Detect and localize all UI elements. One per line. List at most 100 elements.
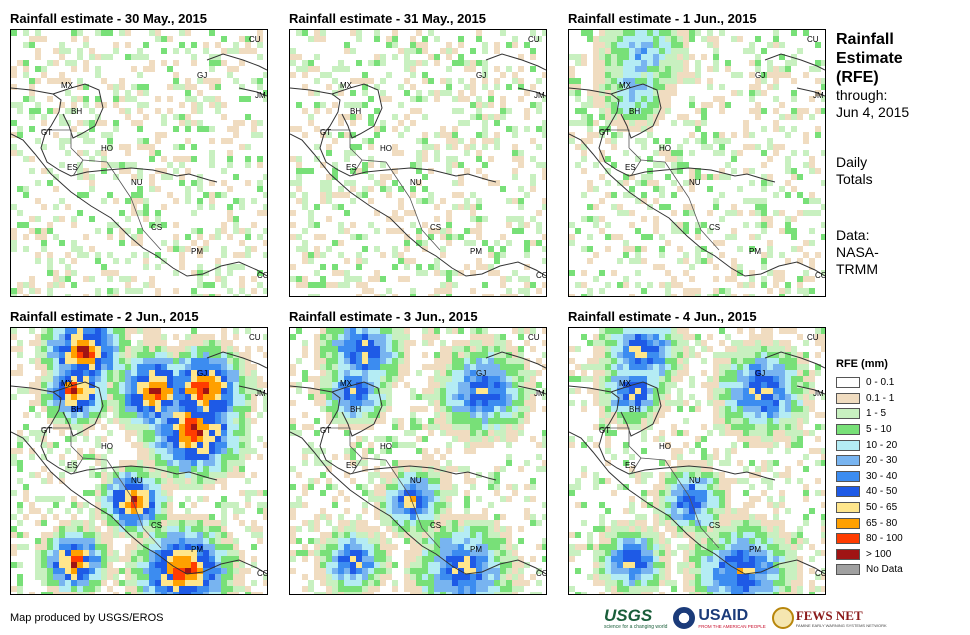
legend-swatch xyxy=(836,548,860,560)
legend-item: 50 - 65 xyxy=(836,500,966,516)
country-borders xyxy=(320,129,441,251)
country-label: GJ xyxy=(197,369,207,378)
panel-title: Rainfall estimate - 3 Jun., 2015 xyxy=(289,309,478,324)
country-label: MX xyxy=(340,81,353,90)
legend-item: 20 - 30 xyxy=(836,453,966,469)
sidebar-title-line: Estimate xyxy=(836,50,903,67)
legend-title: RFE (mm) xyxy=(836,358,888,370)
credit-text: Map produced by USGS/EROS xyxy=(10,612,164,624)
legend-label: 20 - 30 xyxy=(866,455,898,467)
legend-item: 1 - 5 xyxy=(836,406,966,422)
country-borders xyxy=(41,427,162,549)
country-label: CU xyxy=(807,333,819,342)
country-label: NU xyxy=(689,178,701,187)
country-label: GJ xyxy=(476,71,486,80)
rainfall-map: MX BH GT HO ES NU CS PM CU GJ JM CO xyxy=(11,30,267,296)
country-label: GJ xyxy=(755,71,765,80)
sidebar-title-line: Rainfall xyxy=(836,31,894,48)
legend-item: 80 - 100 xyxy=(836,531,966,547)
coastline xyxy=(569,351,825,575)
panel-title: Rainfall estimate - 1 Jun., 2015 xyxy=(568,11,757,26)
map-frame: MX BH GT HO ES NU CS PM CU GJ JM CO xyxy=(289,327,547,595)
country-label: NU xyxy=(410,178,422,187)
country-label: GJ xyxy=(476,369,486,378)
country-label: ES xyxy=(346,461,357,470)
country-label: CU xyxy=(807,35,819,44)
usaid-logo: USAID FROM THE AMERICAN PEOPLE xyxy=(698,606,765,629)
country-label: GT xyxy=(320,128,331,137)
country-label: ES xyxy=(346,163,357,172)
legend-label: 80 - 100 xyxy=(866,533,903,545)
country-label: GJ xyxy=(197,71,207,80)
panel-title: Rainfall estimate - 30 May., 2015 xyxy=(10,11,208,26)
country-label: BH xyxy=(629,405,640,414)
country-label: ES xyxy=(625,461,636,470)
country-label: MX xyxy=(340,379,353,388)
country-label: NU xyxy=(131,476,143,485)
usgs-logo: USGS science for a changing world xyxy=(604,607,667,630)
country-borders xyxy=(599,129,720,251)
coastline xyxy=(11,351,267,575)
through-date: Jun 4, 2015 xyxy=(836,104,910,120)
sidebar-title-line: (RFE) xyxy=(836,69,879,86)
legend-swatch xyxy=(836,502,860,514)
country-label: MX xyxy=(619,81,632,90)
legend-swatch xyxy=(836,424,860,436)
legend-swatch xyxy=(836,439,860,451)
coastline xyxy=(290,351,546,575)
legend-swatch xyxy=(836,455,860,467)
rain-cells xyxy=(11,30,267,296)
country-label: HO xyxy=(380,442,392,451)
country-label: CO xyxy=(815,271,825,280)
legend-item: 10 - 20 xyxy=(836,437,966,453)
country-label: BH xyxy=(350,405,361,414)
legend-swatch xyxy=(836,408,860,420)
country-label: GJ xyxy=(755,369,765,378)
panel-title: Rainfall estimate - 2 Jun., 2015 xyxy=(10,309,199,324)
country-label: BH xyxy=(629,107,640,116)
sidebar: Rainfall Estimate (RFE) through: Jun 4, … xyxy=(836,30,966,278)
legend-label: 5 - 10 xyxy=(866,424,892,436)
country-label: CO xyxy=(815,569,825,578)
country-label: CU xyxy=(528,333,540,342)
country-label: CS xyxy=(151,521,162,530)
legend-swatch xyxy=(836,377,860,389)
country-label: CU xyxy=(528,35,540,44)
country-label: GT xyxy=(599,128,610,137)
country-label: JM xyxy=(255,91,266,100)
country-label: BH xyxy=(71,107,82,116)
logos: USGS science for a changing world USAID … xyxy=(604,604,887,632)
legend-label: 65 - 80 xyxy=(866,517,898,529)
rain-cells xyxy=(569,30,825,296)
through-label: through: xyxy=(836,87,888,103)
country-label: HO xyxy=(659,442,671,451)
country-label: CO xyxy=(257,569,267,578)
coastline xyxy=(569,53,825,277)
country-label: CS xyxy=(151,223,162,232)
rainfall-map: MX BH GT HO ES NU CS PM CU GJ JM CO xyxy=(569,328,825,594)
totals-label: Totals xyxy=(836,171,873,187)
country-label: GT xyxy=(599,426,610,435)
legend-item: 40 - 50 xyxy=(836,484,966,500)
country-label: CS xyxy=(430,521,441,530)
country-label: BH xyxy=(71,405,82,414)
coastline xyxy=(11,53,267,277)
country-label: CO xyxy=(536,569,546,578)
country-label: HO xyxy=(380,144,392,153)
legend-item: 5 - 10 xyxy=(836,422,966,438)
map-frame: MX BH GT HO ES NU CS PM CU GJ JM CO xyxy=(10,29,268,297)
usaid-seal-icon xyxy=(673,607,696,629)
country-label: GT xyxy=(41,426,52,435)
rainfall-map: MX BH GT HO ES NU CS PM CU GJ JM CO xyxy=(11,328,267,594)
country-label: JM xyxy=(534,91,545,100)
legend-item: > 100 xyxy=(836,547,966,563)
country-label: NU xyxy=(689,476,701,485)
usaid-wordmark: USAID xyxy=(698,606,749,624)
legend-label: 0.1 - 1 xyxy=(866,392,895,404)
country-label: PM xyxy=(470,545,482,554)
legend-item: 0.1 - 1 xyxy=(836,391,966,407)
country-label: CO xyxy=(536,271,546,280)
legend-item: 30 - 40 xyxy=(836,469,966,485)
legend-label: 40 - 50 xyxy=(866,486,898,498)
legend: RFE (mm) 0 - 0.1 0.1 - 1 1 - 5 5 - 10 10 - 2… xyxy=(836,358,966,578)
